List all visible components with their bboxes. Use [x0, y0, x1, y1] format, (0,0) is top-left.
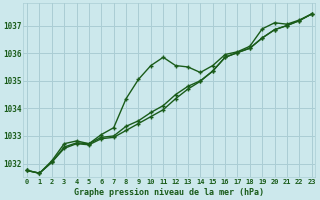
X-axis label: Graphe pression niveau de la mer (hPa): Graphe pression niveau de la mer (hPa) — [74, 188, 264, 197]
